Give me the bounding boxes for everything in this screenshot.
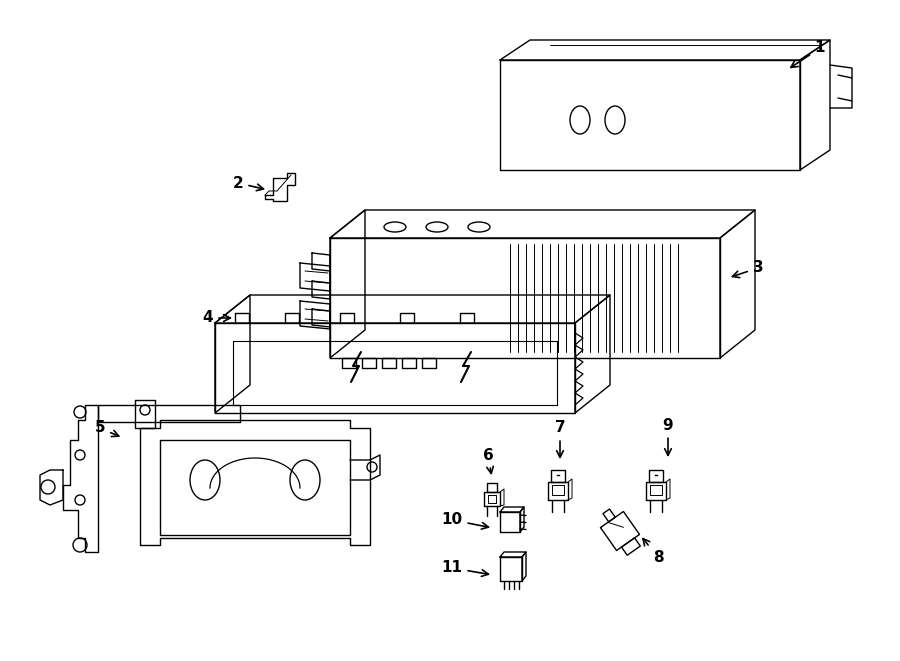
Text: 9: 9	[662, 418, 673, 455]
Text: 8: 8	[643, 539, 663, 564]
Text: 6: 6	[482, 447, 493, 473]
Text: 1: 1	[791, 40, 825, 67]
Text: 4: 4	[202, 311, 230, 325]
Text: 2: 2	[232, 176, 264, 190]
Text: 3: 3	[733, 260, 763, 278]
Text: 10: 10	[441, 512, 489, 529]
Text: 7: 7	[554, 420, 565, 457]
Text: 5: 5	[94, 420, 119, 436]
Text: 11: 11	[442, 561, 489, 576]
